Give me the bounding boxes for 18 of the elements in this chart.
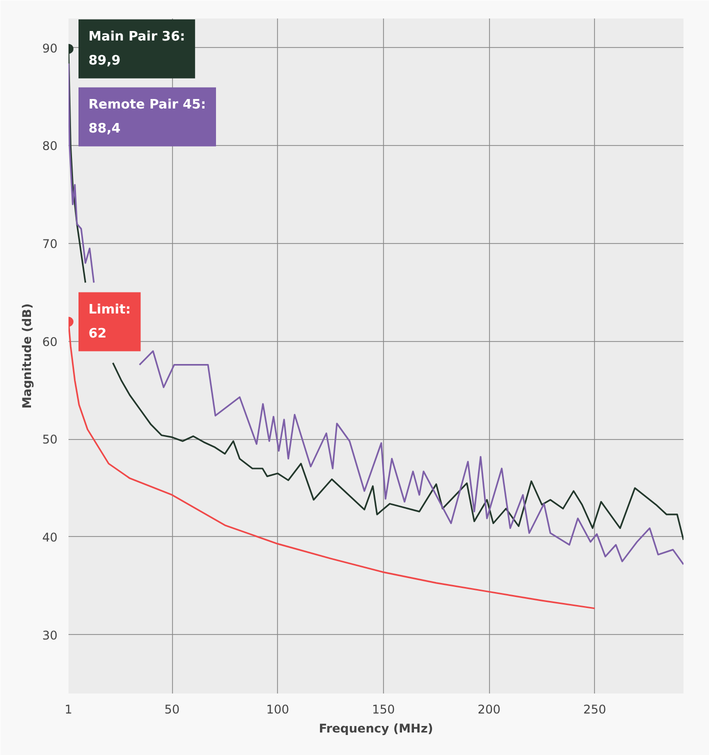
- x-tick-label: 200: [478, 702, 501, 716]
- x-tick-label: 150: [372, 702, 395, 716]
- annotation: Remote Pair 45: 88,4: [88, 97, 206, 136]
- y-tick-label: 90: [42, 41, 58, 56]
- x-tick-label: 250: [583, 702, 606, 716]
- y-tick-label: 60: [42, 334, 58, 349]
- y-tick-label: 80: [42, 139, 58, 154]
- y-tick-label: 40: [42, 530, 58, 544]
- x-tick-label: 1: [64, 702, 72, 716]
- y-tick-label: 50: [42, 432, 58, 447]
- x-tick-label: 100: [266, 702, 290, 716]
- y-tick-label: 30: [42, 628, 58, 642]
- x-axis-title: Frequency (MHz): [318, 722, 434, 736]
- y-axis-title: Magnitude (dB): [20, 303, 34, 409]
- annotation: Limit: 62: [88, 302, 131, 342]
- annotation: Main Pair 36: 89,9: [88, 29, 186, 68]
- y-tick-label: 70: [42, 237, 58, 251]
- x-tick-label: 50: [164, 702, 180, 716]
